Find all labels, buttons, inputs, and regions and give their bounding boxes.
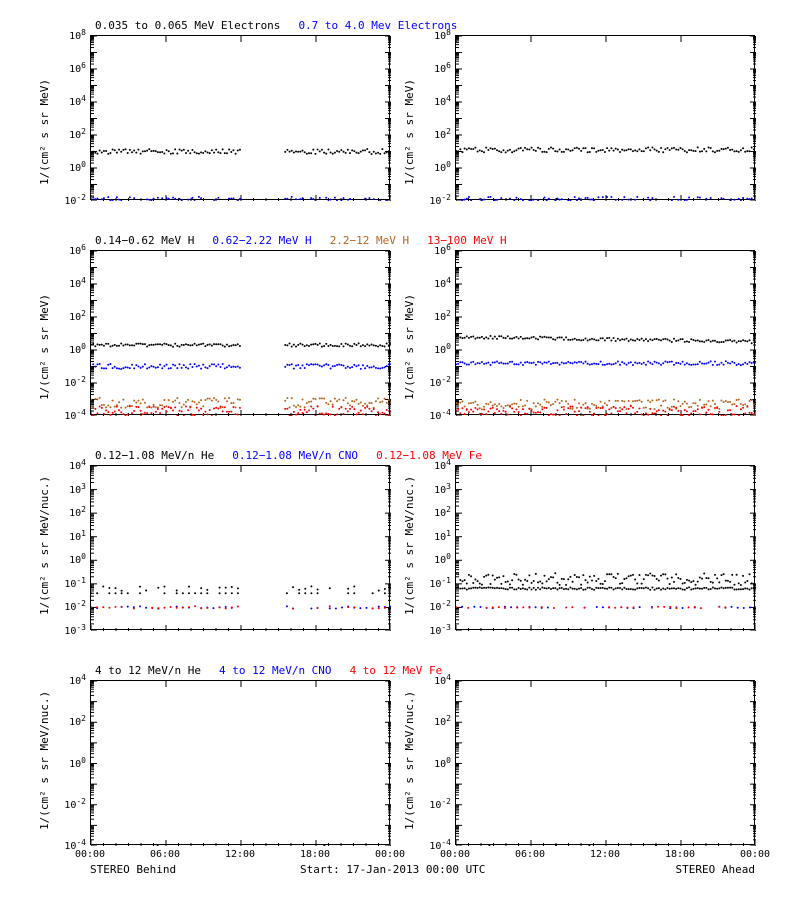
series-title: 0.12−1.08 MeV/n He [95, 449, 214, 462]
series-title: 4 to 12 MeV/n CNO [219, 664, 332, 677]
row-titles: 4 to 12 MeV/n He4 to 12 MeV/n CNO4 to 12… [95, 664, 442, 677]
y-tick-label: 104 [52, 458, 86, 472]
y-tick-label: 10-2 [52, 375, 86, 389]
x-tick-label: 00:00 [740, 849, 770, 860]
plot-panel [90, 465, 390, 630]
y-axis-label: 1/(cm² s sr MeV) [38, 79, 51, 185]
y-tick-label: 102 [52, 714, 86, 728]
y-tick-label: 101 [417, 529, 451, 543]
figure-root: 0.035 to 0.065 MeV Electrons0.7 to 4.0 M… [0, 0, 800, 900]
y-tick-label: 108 [417, 28, 451, 42]
y-tick-label: 102 [417, 309, 451, 323]
y-tick-label: 10-4 [417, 408, 451, 422]
y-tick-label: 10-2 [417, 797, 451, 811]
y-tick-label: 104 [417, 673, 451, 687]
y-tick-label: 100 [52, 755, 86, 769]
y-tick-label: 10-2 [52, 193, 86, 207]
series-title: 0.14−0.62 MeV H [95, 234, 194, 247]
y-tick-label: 10-2 [417, 375, 451, 389]
plot-panel [90, 250, 390, 415]
y-axis-label: 1/(cm² s sr MeV/nuc.) [403, 476, 416, 615]
spacecraft-label-left: STEREO Behind [90, 863, 176, 876]
y-tick-label: 106 [417, 61, 451, 75]
start-time-label: Start: 17-Jan-2013 00:00 UTC [300, 863, 485, 876]
x-tick-label: 06:00 [515, 849, 545, 860]
row-titles: 0.035 to 0.065 MeV Electrons0.7 to 4.0 M… [95, 19, 457, 32]
y-tick-label: 103 [417, 481, 451, 495]
series-title: 0.62−2.22 MeV H [212, 234, 311, 247]
y-tick-label: 10-2 [417, 599, 451, 613]
y-tick-label: 102 [417, 714, 451, 728]
y-tick-label: 10-4 [52, 408, 86, 422]
plot-panel [455, 680, 755, 845]
series-title: 0.12−1.08 MeV/n CNO [232, 449, 358, 462]
spacecraft-label-right: STEREO Ahead [676, 863, 755, 876]
y-tick-label: 102 [417, 505, 451, 519]
y-tick-label: 100 [52, 342, 86, 356]
y-tick-label: 102 [417, 127, 451, 141]
y-tick-label: 104 [417, 94, 451, 108]
x-tick-label: 18:00 [300, 849, 330, 860]
x-tick-label: 12:00 [225, 849, 255, 860]
x-tick-label: 12:00 [590, 849, 620, 860]
y-tick-label: 10-2 [417, 193, 451, 207]
y-tick-label: 106 [52, 61, 86, 75]
plot-panel [90, 680, 390, 845]
y-axis-label: 1/(cm² s sr MeV/nuc.) [38, 691, 51, 830]
y-tick-label: 104 [52, 276, 86, 290]
x-tick-label: 00:00 [375, 849, 405, 860]
plot-panel [90, 35, 390, 200]
x-tick-label: 18:00 [665, 849, 695, 860]
y-tick-label: 102 [52, 309, 86, 323]
y-axis-label: 1/(cm² s sr MeV/nuc.) [38, 476, 51, 615]
y-tick-label: 10-2 [52, 599, 86, 613]
y-tick-label: 100 [52, 552, 86, 566]
y-axis-label: 1/(cm² s sr MeV/nuc.) [403, 691, 416, 830]
y-tick-label: 100 [52, 160, 86, 174]
series-title: 4 to 12 MeV/n He [95, 664, 201, 677]
y-tick-label: 10-2 [52, 797, 86, 811]
y-tick-label: 100 [417, 160, 451, 174]
y-tick-label: 104 [52, 94, 86, 108]
y-tick-label: 102 [52, 505, 86, 519]
plot-panel [455, 35, 755, 200]
y-tick-label: 104 [52, 673, 86, 687]
series-title: 2.2−12 MeV H [330, 234, 409, 247]
y-axis-label: 1/(cm² s sr MeV) [38, 294, 51, 400]
y-tick-label: 101 [52, 529, 86, 543]
x-tick-label: 06:00 [150, 849, 180, 860]
x-tick-label: 00:00 [440, 849, 470, 860]
y-tick-label: 10-3 [52, 623, 86, 637]
y-tick-label: 106 [52, 243, 86, 257]
y-axis-label: 1/(cm² s sr MeV) [403, 79, 416, 185]
x-tick-label: 00:00 [75, 849, 105, 860]
y-tick-label: 102 [52, 127, 86, 141]
y-tick-label: 104 [417, 276, 451, 290]
plot-panel [455, 465, 755, 630]
plot-panel [455, 250, 755, 415]
y-tick-label: 104 [417, 458, 451, 472]
y-axis-label: 1/(cm² s sr MeV) [403, 294, 416, 400]
y-tick-label: 100 [417, 755, 451, 769]
y-tick-label: 10-3 [417, 623, 451, 637]
y-tick-label: 106 [417, 243, 451, 257]
y-tick-label: 108 [52, 28, 86, 42]
y-tick-label: 100 [417, 552, 451, 566]
y-tick-label: 10-1 [52, 576, 86, 590]
series-title: 0.035 to 0.065 MeV Electrons [95, 19, 280, 32]
y-tick-label: 100 [417, 342, 451, 356]
y-tick-label: 103 [52, 481, 86, 495]
y-tick-label: 10-1 [417, 576, 451, 590]
